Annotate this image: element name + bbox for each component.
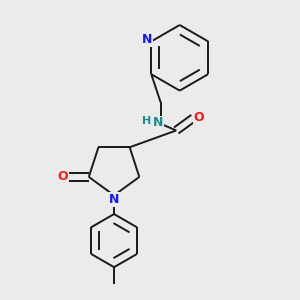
- Text: N: N: [153, 116, 164, 129]
- Text: O: O: [194, 110, 204, 124]
- Text: O: O: [58, 170, 68, 184]
- Text: N: N: [109, 193, 119, 206]
- Text: H: H: [142, 116, 151, 126]
- Text: N: N: [142, 33, 152, 46]
